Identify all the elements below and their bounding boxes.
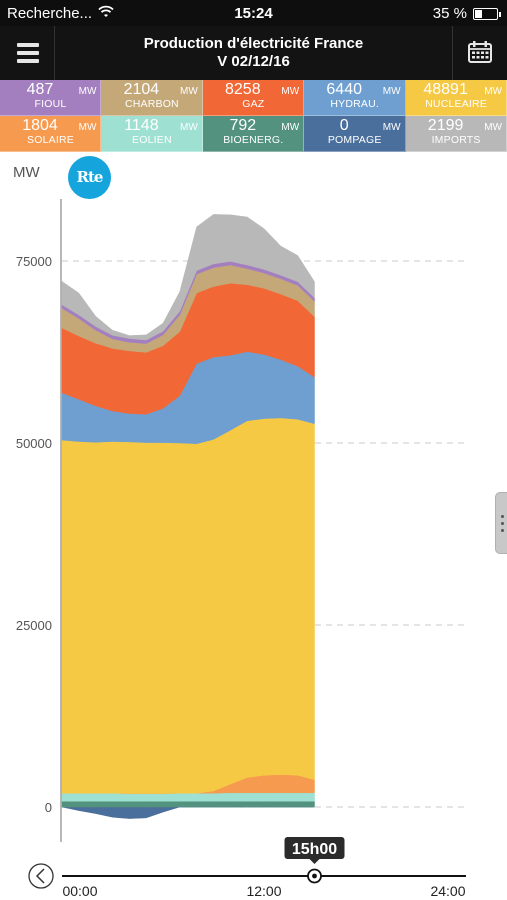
tile-value: 2104 [123,81,160,98]
wifi-icon [98,5,114,22]
area-series-bioenerg [61,800,315,808]
tile-eolien[interactable]: 1148 MW EOLIEN [101,116,203,152]
tile-name: POMPAGE [327,134,382,146]
tile-name: SOLAIRE [27,134,74,146]
tile-unit: MW [281,86,300,97]
back-button[interactable] [28,863,54,889]
handle-dot [501,515,504,518]
page-title: Production d'électricité France V 02/12/… [55,35,452,71]
side-panel-handle[interactable] [495,492,507,554]
tile-value: 792 [229,117,257,134]
handle-dot [501,522,504,525]
title-date: V 02/12/16 [217,53,290,70]
tile-fioul[interactable]: 487 MW FIOUL [0,80,102,116]
tile-unit: MW [180,122,198,133]
battery-percent: 35 % [432,5,467,22]
tile-name: IMPORTS [431,134,481,146]
tile-unit: MW [484,122,502,133]
tile-name: FIOUL [34,98,67,110]
tile-unit: MW [281,122,300,133]
menu-button[interactable] [0,26,55,80]
production-chart: 0 25000 50000 75000 15h00 00:00 12:00 24:00 MW … [0,152,507,900]
area-series-pompage [61,806,315,819]
calendar-button[interactable] [452,26,507,80]
chevron-left-icon [35,868,45,884]
tile-unit: MW [382,122,401,133]
y-axis-unit-label: MW [13,164,40,181]
clock-time: 15:24 [234,5,273,22]
tile-hydrau[interactable]: 6440 MW HYDRAU. [304,80,406,116]
tile-unit: MW [78,122,97,133]
status-bar: Recherche... 15:24 35 % [0,0,507,26]
calendar-icon [468,41,492,63]
x-tick-label: 00:00 [62,883,97,899]
tile-unit: MW [78,86,97,97]
tile-name: NUCLEAIRE [425,98,488,110]
y-tick-label: 0 [45,800,52,815]
cursor-time-label: 15h00 [292,841,337,858]
tile-nucleaire[interactable]: 48891 MW NUCLEAIRE [405,80,507,116]
y-tick-label: 75000 [16,254,52,269]
tile-value: 0 [339,117,349,134]
hamburger-menu-icon [17,43,39,47]
tile-value: 8258 [225,81,261,98]
tile-value: 6440 [326,81,362,98]
area-series-eolien [61,792,315,802]
handle-dot [501,529,504,532]
tile-name: GAZ [242,98,265,110]
battery-icon [473,8,501,20]
hamburger-menu-icon-bar [17,59,39,63]
tile-name: BIOENERG. [223,134,284,146]
navigation-bar: Production d'électricité France V 02/12/… [0,26,507,80]
energy-source-tiles: 487 MW FIOUL 2104 MW CHARBON 8258 MW GAZ 6440 MW HY… [0,80,507,152]
tile-value: 1148 [124,117,159,134]
tile-value: 48891 [423,81,468,98]
y-tick-label: 25000 [16,618,52,633]
tile-value: 1804 [22,117,58,134]
tile-bioenerg[interactable]: 792 MW BIOENERG. [202,116,305,152]
tile-gaz[interactable]: 8258 MW GAZ [202,80,305,116]
hamburger-menu-icon-bar [17,51,39,55]
tile-imports[interactable]: 2199 MW IMPORTS [405,116,507,152]
tile-value: 487 [26,81,54,98]
y-tick-label: 50000 [16,436,52,451]
x-tick-label: 12:00 [246,883,281,899]
tile-unit: MW [484,86,502,97]
tile-unit: MW [180,86,198,97]
title-line-1: Production d'électricité France [143,35,364,52]
tile-pompage[interactable]: 0 MW POMPAGE [304,116,406,152]
rte-logo: Rte [68,156,111,199]
tile-name: EOLIEN [132,134,172,146]
tile-value: 2199 [427,117,464,134]
tile-name: CHARBON [124,98,179,110]
time-slider-thumb-dot [312,873,317,879]
area-series-imports [61,214,315,341]
carrier-label: Recherche... [7,5,93,22]
tile-solaire[interactable]: 1804 MW SOLAIRE [0,116,102,152]
tile-name: HYDRAU. [330,98,380,110]
cursor-label-pointer [309,859,320,864]
area-series-nucleaire [61,417,315,794]
tile-unit: MW [382,86,401,97]
tile-charbon[interactable]: 2104 MW CHARBON [101,80,203,116]
stacked-area-chart: 0 25000 50000 75000 15h00 00:00 12:00 24:00 [16,199,466,899]
cursor-label-bg [284,837,345,859]
x-tick-label: 24:00 [430,883,465,899]
